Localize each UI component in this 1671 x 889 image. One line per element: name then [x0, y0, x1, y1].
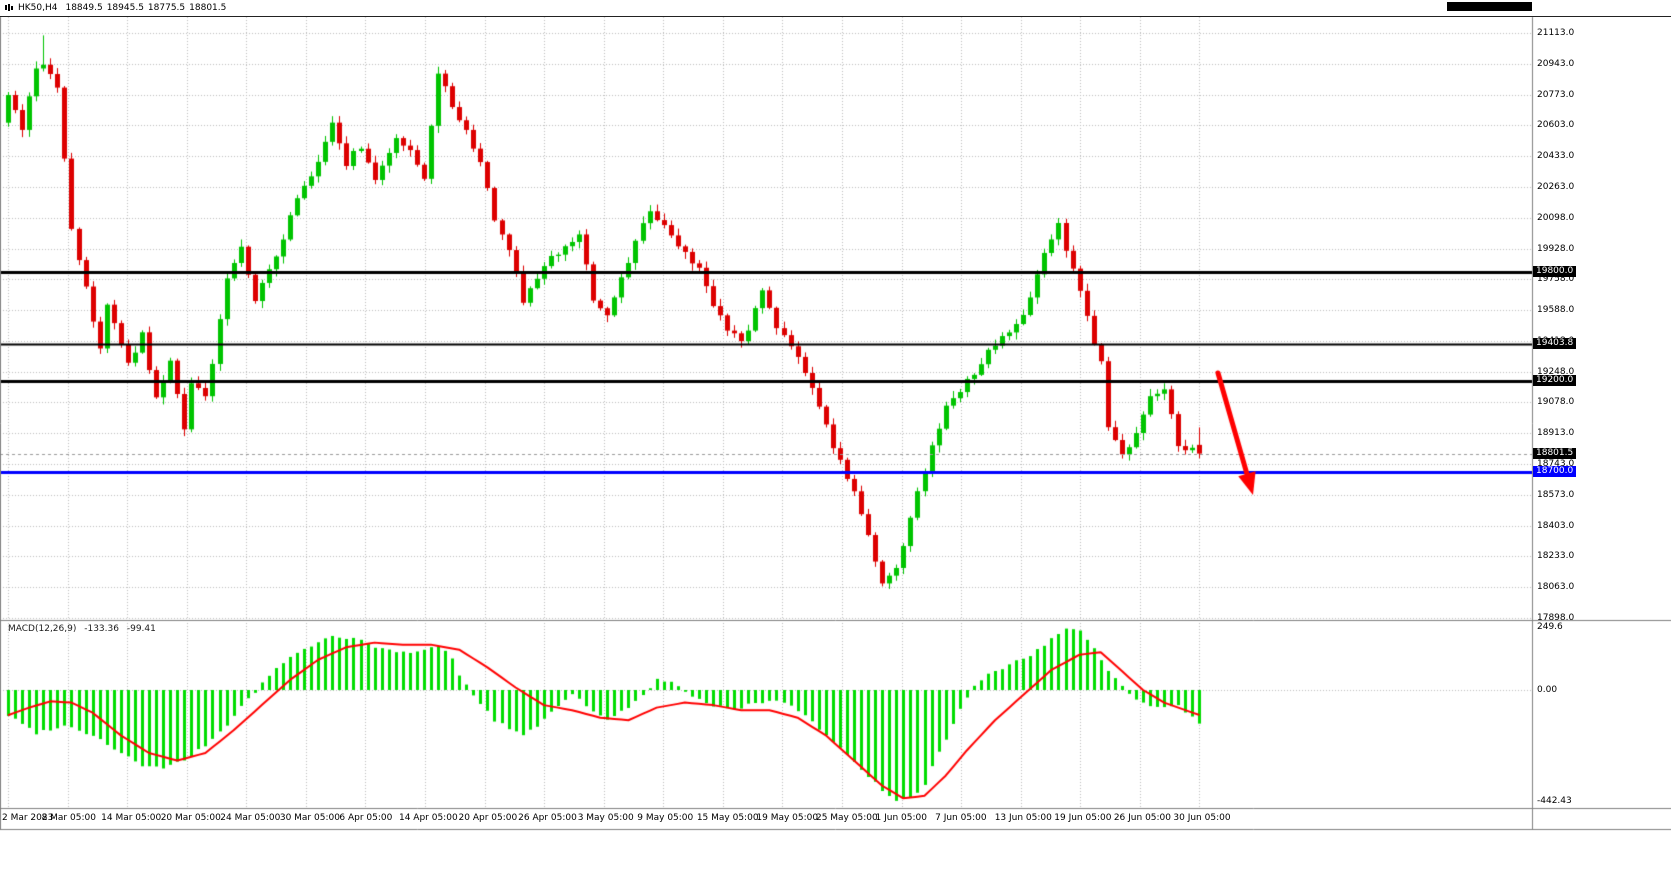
macd-signal-value: -99.41	[126, 624, 156, 634]
chart-titlebar: HK50,H4 18849.5 18945.5 18775.5 18801.5	[0, 0, 1671, 17]
macd-indicator-label: MACD(12,26,9) -133.36 -99.41	[8, 624, 161, 634]
quote-close: 18801.5	[189, 3, 227, 13]
black-rectangle-object	[1447, 2, 1532, 11]
quote-open: 18849.5	[65, 3, 103, 13]
candlestick-chart-icon	[4, 3, 14, 13]
symbol-timeframe-label: HK50,H4	[18, 3, 58, 13]
macd-name: MACD(12,26,9)	[8, 624, 77, 634]
quote-high: 18945.5	[106, 3, 144, 13]
quote-low: 18775.5	[147, 3, 186, 13]
macd-main-value: -133.36	[84, 624, 119, 634]
